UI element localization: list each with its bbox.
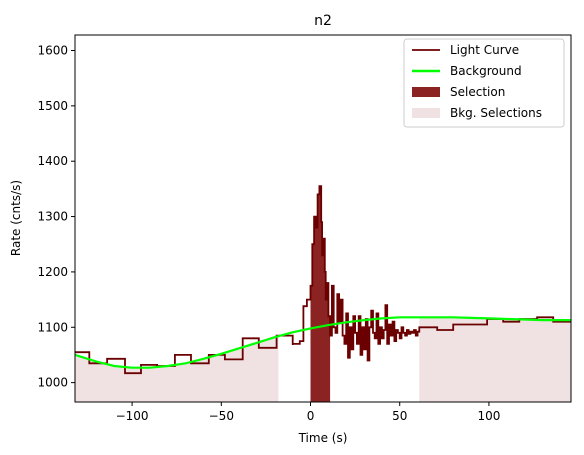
bkg-selection-region-1 <box>419 317 571 402</box>
x-axis: −100 −50 0 50 100 <box>116 402 500 423</box>
legend-box <box>403 38 565 128</box>
legend: Light Curve Background Selection Bkg. Selec… <box>403 38 565 128</box>
y-tick-label: 1500 <box>37 99 68 113</box>
background-layer <box>75 316 571 369</box>
legend-label: Background <box>450 64 522 78</box>
y-tick-label: 1000 <box>37 376 68 390</box>
legend-swatch <box>412 108 440 118</box>
x-tick-label: 0 <box>307 409 315 423</box>
x-tick-label: −100 <box>116 409 149 423</box>
legend-swatch <box>412 87 440 97</box>
y-tick-label: 1200 <box>37 265 68 279</box>
x-tick-label: 100 <box>477 409 500 423</box>
chart-title: n2 <box>314 13 332 29</box>
background-line <box>75 316 571 369</box>
y-axis-label: Rate (cnts/s) <box>9 180 23 256</box>
y-tick-label: 1600 <box>37 43 68 57</box>
selection-region <box>310 186 331 402</box>
y-tick-label: 1100 <box>37 320 68 334</box>
legend-label: Light Curve <box>450 43 519 57</box>
selection-layer <box>310 186 331 402</box>
plot-frame <box>74 34 572 403</box>
y-axis: 1000 1100 1200 1300 1400 1500 1600 <box>37 43 75 390</box>
legend-label: Bkg. Selections <box>450 106 542 120</box>
x-axis-label: Time (s) <box>298 431 348 445</box>
y-tick-label: 1400 <box>37 154 68 168</box>
y-tick-label: 1300 <box>37 210 68 224</box>
legend-label: Selection <box>450 85 505 99</box>
x-tick-label: −50 <box>209 409 234 423</box>
x-tick-label: 50 <box>392 409 407 423</box>
